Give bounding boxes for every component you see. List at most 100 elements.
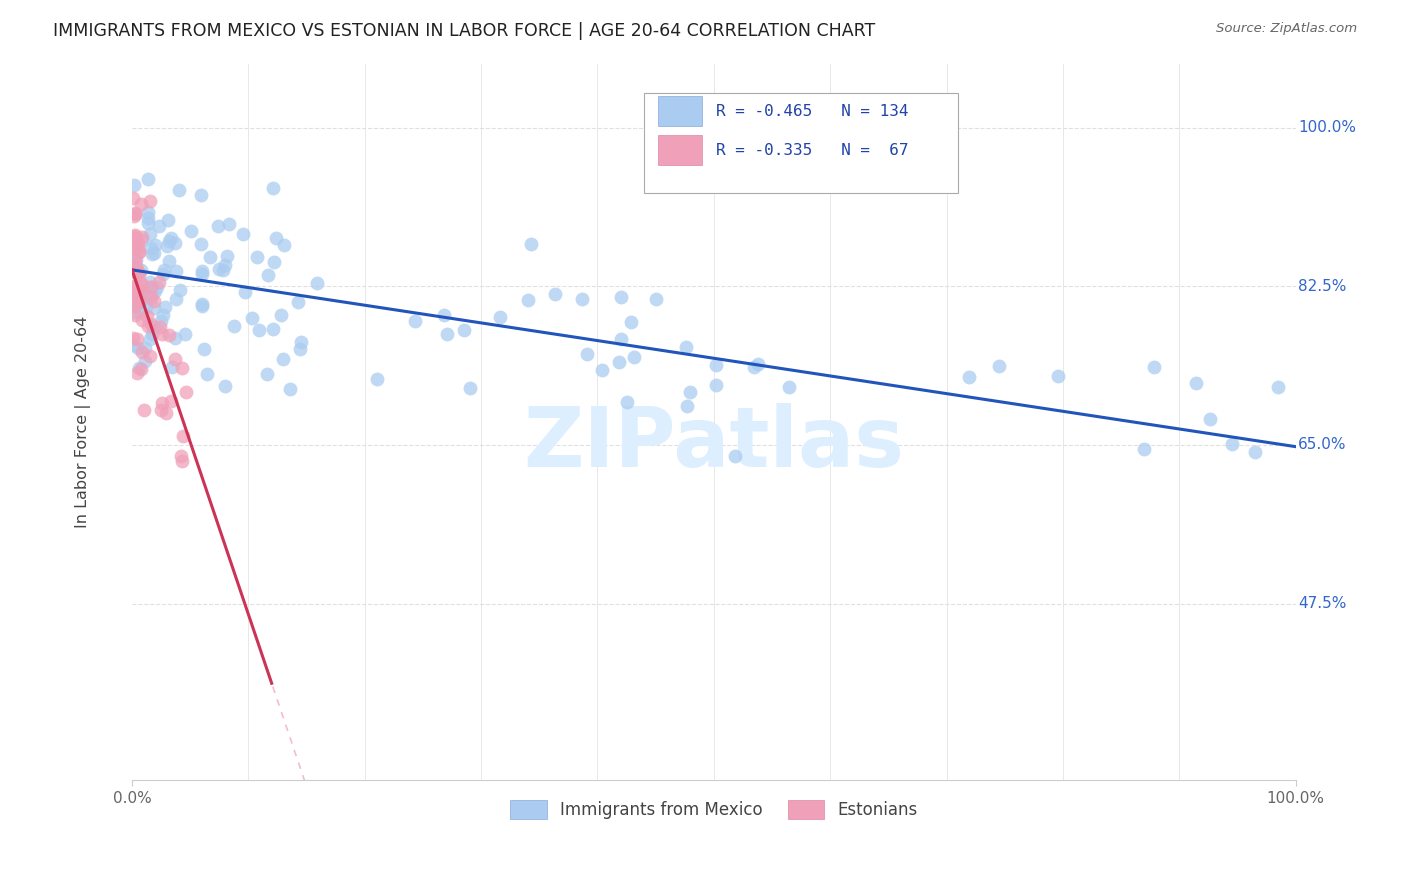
Point xyxy=(165,293,187,307)
Point xyxy=(190,236,212,251)
Point xyxy=(125,266,148,280)
Point xyxy=(212,263,235,277)
Point xyxy=(127,332,149,346)
Point xyxy=(704,377,727,392)
Point xyxy=(207,219,229,234)
Point xyxy=(136,172,159,186)
Text: IMMIGRANTS FROM MEXICO VS ESTONIAN IN LABOR FORCE | AGE 20-64 CORRELATION CHART: IMMIGRANTS FROM MEXICO VS ESTONIAN IN LA… xyxy=(53,22,876,40)
Point xyxy=(1132,442,1154,457)
Point xyxy=(131,312,153,326)
Point xyxy=(240,310,263,325)
Point xyxy=(136,211,159,225)
Point xyxy=(1143,359,1166,374)
Point xyxy=(180,224,202,238)
Point xyxy=(247,323,270,337)
Point xyxy=(122,287,145,301)
Point xyxy=(246,250,269,264)
Legend: Immigrants from Mexico, Estonians: Immigrants from Mexico, Estonians xyxy=(503,793,925,826)
Point xyxy=(129,362,152,376)
Point xyxy=(150,403,173,417)
Text: 100.0%: 100.0% xyxy=(1298,120,1355,135)
Point xyxy=(169,283,191,297)
Point xyxy=(159,394,181,409)
Point xyxy=(122,244,145,259)
Point xyxy=(153,263,176,277)
Point xyxy=(125,253,148,268)
Point xyxy=(124,207,146,221)
Point xyxy=(139,332,162,346)
Point xyxy=(191,297,214,311)
Point xyxy=(156,239,179,253)
Point xyxy=(305,276,328,290)
Point xyxy=(143,238,166,252)
Point xyxy=(987,359,1010,373)
Point xyxy=(165,264,187,278)
Point xyxy=(263,255,285,269)
Point xyxy=(139,290,162,304)
Point xyxy=(163,331,186,345)
Point xyxy=(122,295,145,310)
Point xyxy=(607,355,630,369)
Point xyxy=(131,344,153,359)
Point xyxy=(128,245,150,260)
Text: 47.5%: 47.5% xyxy=(1298,596,1347,611)
Point xyxy=(165,236,187,251)
Point xyxy=(124,231,146,245)
Point xyxy=(215,249,238,263)
Point xyxy=(433,308,456,322)
Point xyxy=(287,294,309,309)
Point xyxy=(124,209,146,223)
Point xyxy=(233,285,256,299)
Point xyxy=(125,265,148,279)
Point xyxy=(131,305,153,319)
Text: In Labor Force | Age 20-64: In Labor Force | Age 20-64 xyxy=(75,316,91,528)
Point xyxy=(141,247,163,261)
Point xyxy=(262,181,284,195)
Point xyxy=(125,278,148,293)
Point xyxy=(190,187,212,202)
Point xyxy=(742,359,765,374)
Point xyxy=(136,318,159,333)
Point xyxy=(124,252,146,267)
Point xyxy=(957,370,980,384)
Point xyxy=(148,219,170,233)
Point xyxy=(1220,436,1243,450)
Point xyxy=(610,332,633,346)
Point xyxy=(150,326,173,341)
Point xyxy=(152,267,174,281)
Point xyxy=(591,363,613,377)
Point xyxy=(288,342,311,356)
Point xyxy=(135,285,157,299)
Point xyxy=(544,286,567,301)
Point xyxy=(256,268,278,283)
Point xyxy=(121,259,143,273)
Point xyxy=(172,360,194,375)
FancyBboxPatch shape xyxy=(644,93,959,193)
Text: R = -0.465   N = 134: R = -0.465 N = 134 xyxy=(716,103,908,119)
Point xyxy=(156,212,179,227)
Point xyxy=(169,449,191,463)
Point xyxy=(124,228,146,243)
Point xyxy=(121,191,143,205)
Point xyxy=(125,366,148,380)
Point xyxy=(122,228,145,243)
Point xyxy=(159,253,181,268)
Point xyxy=(129,285,152,300)
Point xyxy=(134,342,156,356)
FancyBboxPatch shape xyxy=(658,135,702,165)
Point xyxy=(134,354,156,368)
Point xyxy=(1185,376,1208,390)
Point xyxy=(271,351,294,366)
Point xyxy=(129,277,152,291)
Point xyxy=(127,236,149,251)
Point xyxy=(125,260,148,274)
Point xyxy=(136,205,159,219)
Point xyxy=(160,231,183,245)
Point xyxy=(747,357,769,371)
Point xyxy=(620,315,643,329)
Point xyxy=(191,264,214,278)
Point xyxy=(124,239,146,253)
Point xyxy=(273,238,295,252)
Point xyxy=(270,308,292,322)
Point xyxy=(139,349,162,363)
